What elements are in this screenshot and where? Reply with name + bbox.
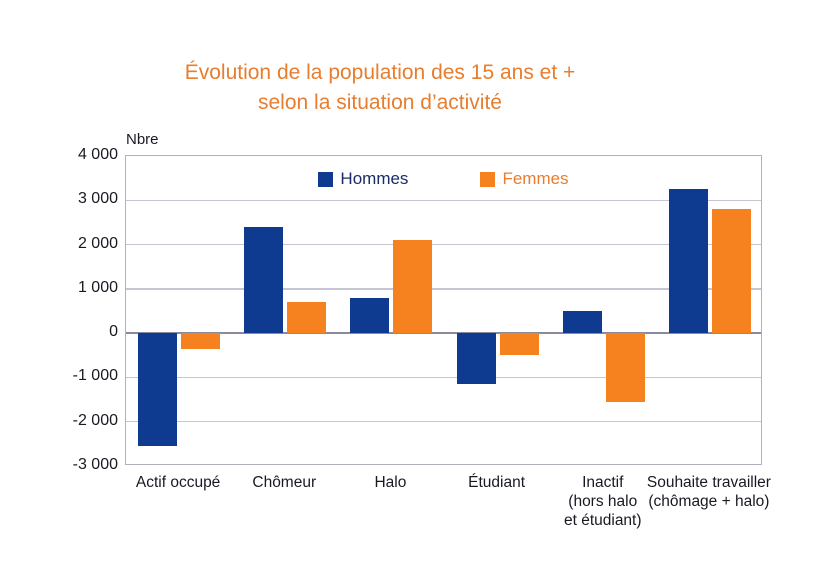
legend: Hommes Femmes [126, 169, 761, 189]
bar-hommes-1 [138, 333, 178, 447]
y-axis-unit-label: Nbre [126, 131, 159, 148]
gridline [126, 376, 761, 379]
plot-area: Hommes Femmes [125, 155, 762, 465]
bar-hommes-6 [668, 189, 708, 334]
x-tick-label-5: Inactif (hors halo et étudiant) [528, 473, 678, 530]
x-axis-tick-labels: Actif occupé Chômeur Halo Étudiant Inactif (h… [125, 473, 771, 563]
legend-swatch-icon [480, 171, 496, 187]
y-tick-label: 1 000 [77, 278, 118, 296]
x-tick-label-6: Souhaite travailler (chômage + halo) [634, 473, 784, 511]
bar-femmes-2 [287, 302, 327, 334]
x-tick-label-line: Souhaite travailler [646, 474, 771, 491]
y-tick-label: 0 [109, 323, 118, 341]
y-tick-label: -3 000 [72, 456, 118, 473]
x-tick-label-line: et étudiant) [563, 512, 642, 529]
x-tick-label-1: Actif occupé [103, 473, 253, 492]
legend-item-hommes: Hommes [318, 169, 408, 189]
x-tick-label-line: Inactif [582, 474, 624, 491]
y-tick-label: 2 000 [77, 234, 118, 252]
x-tick-label-3: Halo [315, 473, 465, 492]
x-tick-label-line: (hors halo [568, 493, 638, 510]
bar-femmes-6 [711, 209, 751, 334]
gridline [126, 199, 761, 202]
chart-title: Évolution de la population des 15 ans et… [55, 58, 705, 118]
bar-hommes-5 [562, 311, 602, 334]
x-tick-label-line: Étudiant [468, 474, 526, 491]
chart-title-line1: Évolution de la population des 15 ans et… [184, 61, 576, 84]
zero-line [126, 331, 761, 335]
legend-swatch-icon [318, 171, 334, 187]
y-tick-label: -1 000 [72, 367, 118, 385]
bar-hommes-3 [350, 297, 390, 334]
x-tick-label-line: (chômage + halo) [648, 493, 770, 510]
y-tick-label: 4 000 [77, 146, 118, 163]
gridline [126, 243, 761, 246]
x-tick-label-2: Chômeur [209, 473, 359, 492]
x-tick-label-4: Étudiant [422, 473, 572, 492]
y-axis-tick-labels: 4 000 3 000 2 000 1 000 0 -1 000 -2 000 -3 000 [28, 146, 118, 473]
bar-femmes-3 [393, 240, 433, 334]
legend-item-femmes: Femmes [480, 169, 569, 189]
x-tick-label-line: Chômeur [252, 474, 317, 491]
x-tick-label-line: Halo [374, 474, 407, 491]
x-tick-label-line: Actif occupé [135, 474, 221, 491]
bar-femmes-1 [181, 333, 221, 349]
legend-label: Femmes [502, 169, 569, 188]
gridline [126, 420, 761, 423]
bar-femmes-5 [605, 333, 645, 402]
legend-label: Hommes [340, 169, 409, 188]
bar-hommes-4 [456, 333, 496, 385]
gridline [126, 288, 761, 290]
y-tick-label: 3 000 [77, 190, 118, 208]
chart-title-line2: selon la situation d’activité [258, 91, 502, 114]
bar-hommes-2 [244, 226, 284, 334]
y-tick-label: -2 000 [72, 411, 118, 429]
bar-femmes-4 [499, 333, 539, 356]
